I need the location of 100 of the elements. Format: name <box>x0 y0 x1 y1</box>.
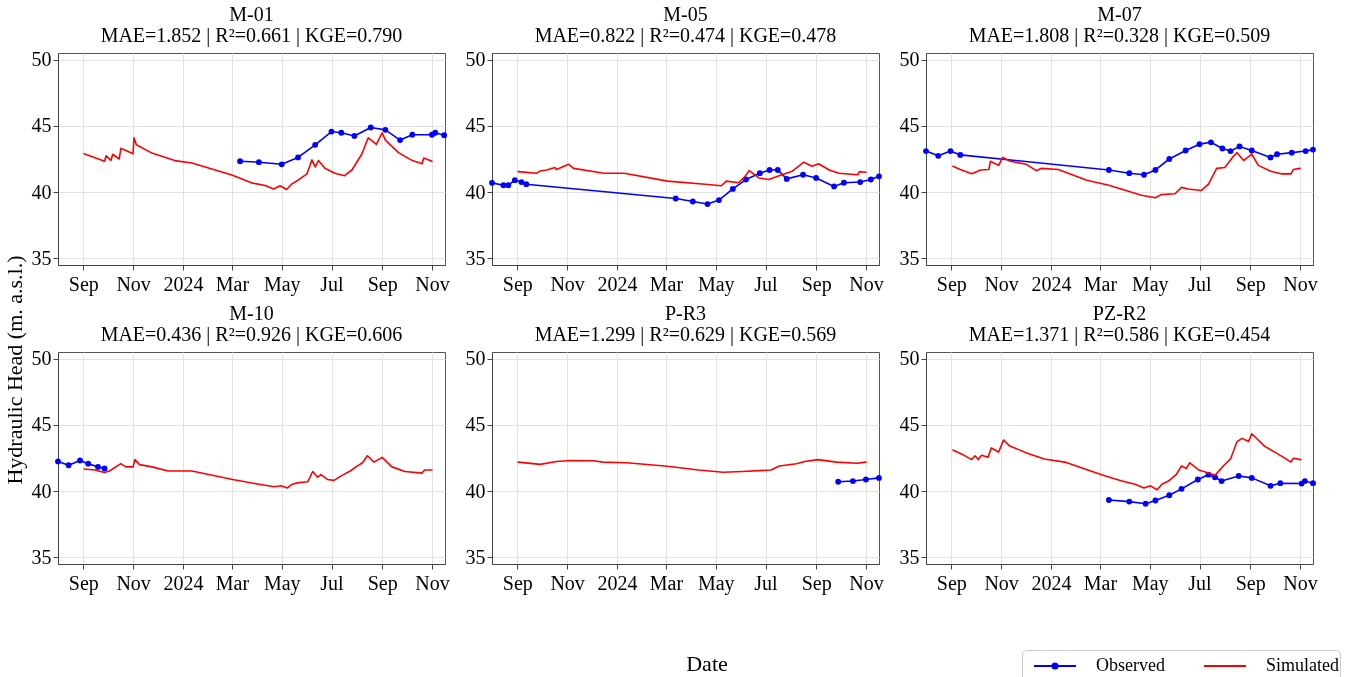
x-tick-label: Sep <box>502 571 533 595</box>
point <box>338 129 345 136</box>
x-tick-label: Sep <box>1235 272 1266 296</box>
point <box>409 131 416 138</box>
point <box>1218 478 1225 484</box>
y-tick-label: 40 <box>899 479 920 502</box>
x-tick-label: May <box>263 571 301 595</box>
point <box>1152 497 1159 504</box>
x-tick-label: Sep <box>367 571 398 595</box>
y-tick-label: 45 <box>465 114 486 137</box>
x-tick-label: Sep <box>1235 571 1266 595</box>
point <box>813 175 820 181</box>
point <box>382 126 389 133</box>
point <box>432 129 439 136</box>
x-tick-label: Nov <box>415 272 450 295</box>
point <box>689 198 696 205</box>
line-series <box>83 454 433 489</box>
chart-subtitle: MAE=0.822 | R²=0.474 | KGE=0.478 <box>534 23 837 47</box>
y-tick-label: 40 <box>899 180 920 203</box>
point <box>867 176 874 183</box>
y-tick-label: 50 <box>465 48 486 71</box>
point <box>716 197 722 203</box>
x-tick-label: Nov <box>116 272 151 295</box>
y-tick-label: 35 <box>899 246 920 269</box>
x-tick-label: Jul <box>754 571 779 594</box>
x-tick-label: Sep <box>801 571 832 595</box>
y-tick-label: 45 <box>899 413 920 436</box>
point <box>840 179 847 186</box>
x-tick-label: Mar <box>1083 571 1118 594</box>
y-tick-label: 40 <box>465 180 486 203</box>
x-tick-label: Jul <box>1188 272 1213 295</box>
x-tick-label: Jul <box>320 272 345 295</box>
x-tick-label: Mar <box>215 571 250 594</box>
x-tick-label: Sep <box>68 272 99 296</box>
y-tick-label: 40 <box>31 180 52 203</box>
point <box>783 175 790 182</box>
point <box>1277 480 1284 487</box>
point <box>1310 146 1316 153</box>
point <box>935 152 942 159</box>
point <box>1126 170 1133 177</box>
point <box>1152 167 1159 173</box>
point <box>1235 473 1242 479</box>
chart-subtitle: MAE=1.371 | R²=0.586 | KGE=0.454 <box>968 322 1271 346</box>
chart-subtitle: MAE=0.436 | R²=0.926 | KGE=0.606 <box>100 322 403 346</box>
y-tick-label: 50 <box>899 48 920 71</box>
point <box>1274 151 1280 158</box>
x-tick-label: 2024 <box>163 272 204 295</box>
x-tick-label: Nov <box>415 571 450 594</box>
point <box>278 161 285 168</box>
x-axis-title: Date <box>686 651 728 676</box>
point <box>441 132 448 139</box>
x-tick-label: Nov <box>550 571 585 594</box>
line-series <box>517 161 867 187</box>
point <box>1227 148 1234 154</box>
point <box>489 179 495 186</box>
y-tick-label: 45 <box>31 413 52 436</box>
point <box>1310 480 1316 487</box>
point <box>1236 143 1243 150</box>
point <box>1166 156 1173 162</box>
y-tick-label: 45 <box>899 114 920 137</box>
point <box>500 182 507 189</box>
x-tick-label: Jul <box>320 571 345 594</box>
y-tick-label: 35 <box>465 545 486 568</box>
point <box>295 154 301 161</box>
legend-label: Observed <box>1096 655 1165 675</box>
point <box>77 457 83 464</box>
line-series <box>517 458 867 473</box>
point <box>766 167 773 173</box>
chart-subtitle: MAE=1.852 | R²=0.661 | KGE=0.790 <box>100 23 403 47</box>
point <box>1182 147 1189 154</box>
point <box>876 173 882 180</box>
x-tick-label: Mar <box>649 571 684 594</box>
y-tick-label: 45 <box>31 114 52 137</box>
point <box>1302 148 1309 154</box>
x-tick-label: Mar <box>649 272 684 295</box>
x-tick-label: Sep <box>502 272 533 296</box>
chart-subtitle: MAE=1.808 | R²=0.328 | KGE=0.509 <box>968 23 1271 47</box>
point <box>85 460 92 467</box>
point <box>101 465 108 472</box>
chart-title: PZ-R2 <box>1092 301 1147 324</box>
x-tick-label: Sep <box>801 272 832 296</box>
x-tick-label: Nov <box>116 571 151 594</box>
point <box>1105 167 1112 173</box>
point <box>756 170 763 177</box>
y-tick-label: 35 <box>899 545 920 568</box>
x-tick-label: Nov <box>1283 272 1318 295</box>
point <box>367 124 374 131</box>
line-series <box>952 432 1302 491</box>
chart-title: P-R3 <box>664 301 707 324</box>
x-tick-label: 2024 <box>597 272 638 295</box>
x-tick-label: May <box>1131 571 1169 595</box>
point <box>923 148 929 154</box>
y-tick-label: 40 <box>31 479 52 502</box>
point <box>1248 474 1255 481</box>
point <box>1196 141 1203 148</box>
x-tick-label: Nov <box>550 272 585 295</box>
chart-title: M-07 <box>1097 2 1142 25</box>
point <box>505 182 512 189</box>
x-tick-label: Jul <box>1188 571 1213 594</box>
y-tick-label: 50 <box>899 347 920 370</box>
